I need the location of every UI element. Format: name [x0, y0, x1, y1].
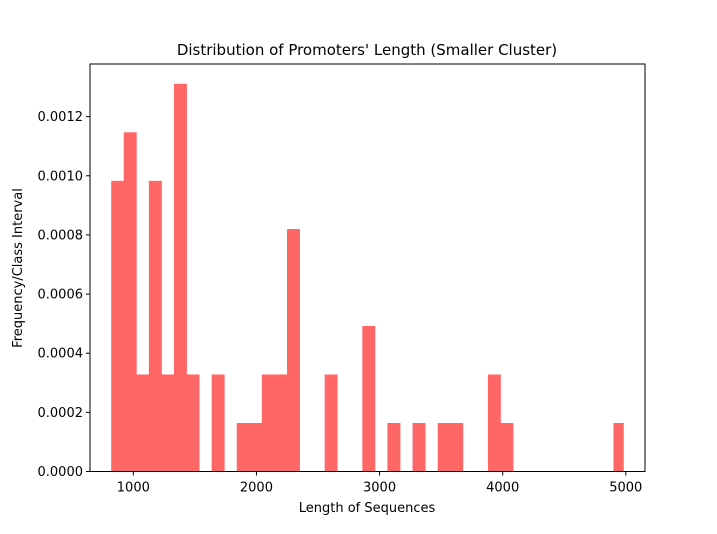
chart-title: Distribution of Promoters' Length (Small…: [177, 41, 557, 59]
y-tick-label: 0.0010: [38, 169, 84, 184]
y-axis: 0.0000 0.0002 0.0004 0.0006 0.0008 0.0010 0.00…: [38, 110, 90, 480]
bars-layer: [111, 83, 624, 472]
x-tick-label: 3000: [363, 481, 396, 496]
histogram-bar: [487, 374, 501, 472]
histogram-bar: [387, 423, 401, 472]
x-tick-label: 5000: [609, 481, 642, 496]
x-tick-label: 4000: [486, 481, 519, 496]
plot-frame: [89, 63, 646, 472]
histogram-bar: [186, 374, 200, 472]
histogram-bar: [211, 374, 225, 472]
histogram-bar: [500, 423, 514, 472]
y-tick-label: 0.0002: [38, 406, 84, 421]
x-axis: 1000 2000 3000 4000 5000: [117, 471, 642, 496]
x-axis-label: Length of Sequences: [299, 501, 436, 516]
histogram-bar: [450, 423, 464, 472]
histogram-bar: [161, 374, 175, 472]
y-tick-label: 0.0006: [38, 288, 84, 303]
histogram-bar: [236, 423, 250, 472]
histogram-bar: [123, 132, 137, 472]
histogram-bar: [111, 180, 125, 472]
y-axis-label: Frequency/Class Interval: [11, 188, 26, 348]
histogram-bar: [362, 326, 376, 472]
histogram-bar: [249, 423, 263, 472]
histogram-bar: [148, 180, 162, 472]
histogram-bar: [274, 374, 288, 472]
histogram-bar: [136, 374, 150, 472]
histogram-bar: [286, 229, 300, 472]
y-tick-label: 0.0004: [38, 347, 84, 362]
y-tick-label: 0.0012: [38, 110, 84, 125]
histogram-bar: [324, 374, 338, 472]
x-tick-label: 2000: [240, 481, 273, 496]
histogram-bar: [261, 374, 275, 472]
x-tick-label: 1000: [117, 481, 150, 496]
y-tick-label: 0.0008: [38, 228, 84, 243]
histogram-bar: [412, 423, 426, 472]
histogram-bar: [173, 83, 187, 472]
y-tick-label: 0.0000: [38, 465, 84, 480]
histogram-bar: [437, 423, 451, 472]
histogram-bar: [613, 423, 624, 472]
